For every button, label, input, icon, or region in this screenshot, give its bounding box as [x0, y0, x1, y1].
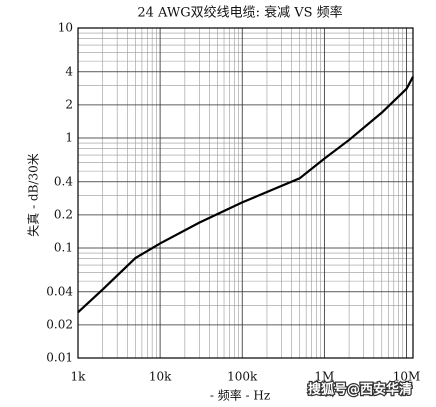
x-axis-label: - 频率 - Hz	[210, 388, 270, 403]
x-tick-label: 1k	[71, 370, 87, 384]
y-tick-label: 0.02	[46, 317, 73, 331]
x-tick-label: 1M	[314, 370, 334, 384]
y-tick-label: 10	[58, 21, 73, 35]
y-tick-label: 0.1	[54, 241, 73, 255]
y-tick-label: 0.4	[54, 174, 73, 188]
y-tick-label: 0.01	[46, 351, 73, 365]
y-axis-label: 失真 - dB/30米	[26, 153, 41, 237]
watermark: 搜狐号@西安华清	[308, 382, 412, 398]
plot-frame	[77, 27, 414, 359]
x-tick-label: 10k	[149, 370, 172, 384]
y-tick-label: 0.04	[46, 284, 73, 298]
y-tick-label: 2	[65, 97, 73, 111]
y-tick-label: 0.2	[54, 207, 73, 221]
y-tick-label: 4	[65, 64, 73, 78]
data-line	[77, 76, 414, 314]
x-tick-label: 10M	[393, 370, 421, 384]
chart-title: 24 AWG双绞线电缆: 衰减 VS 频率	[137, 5, 342, 21]
y-tick-label: 1	[65, 131, 73, 145]
x-tick-label: 100k	[227, 370, 258, 384]
